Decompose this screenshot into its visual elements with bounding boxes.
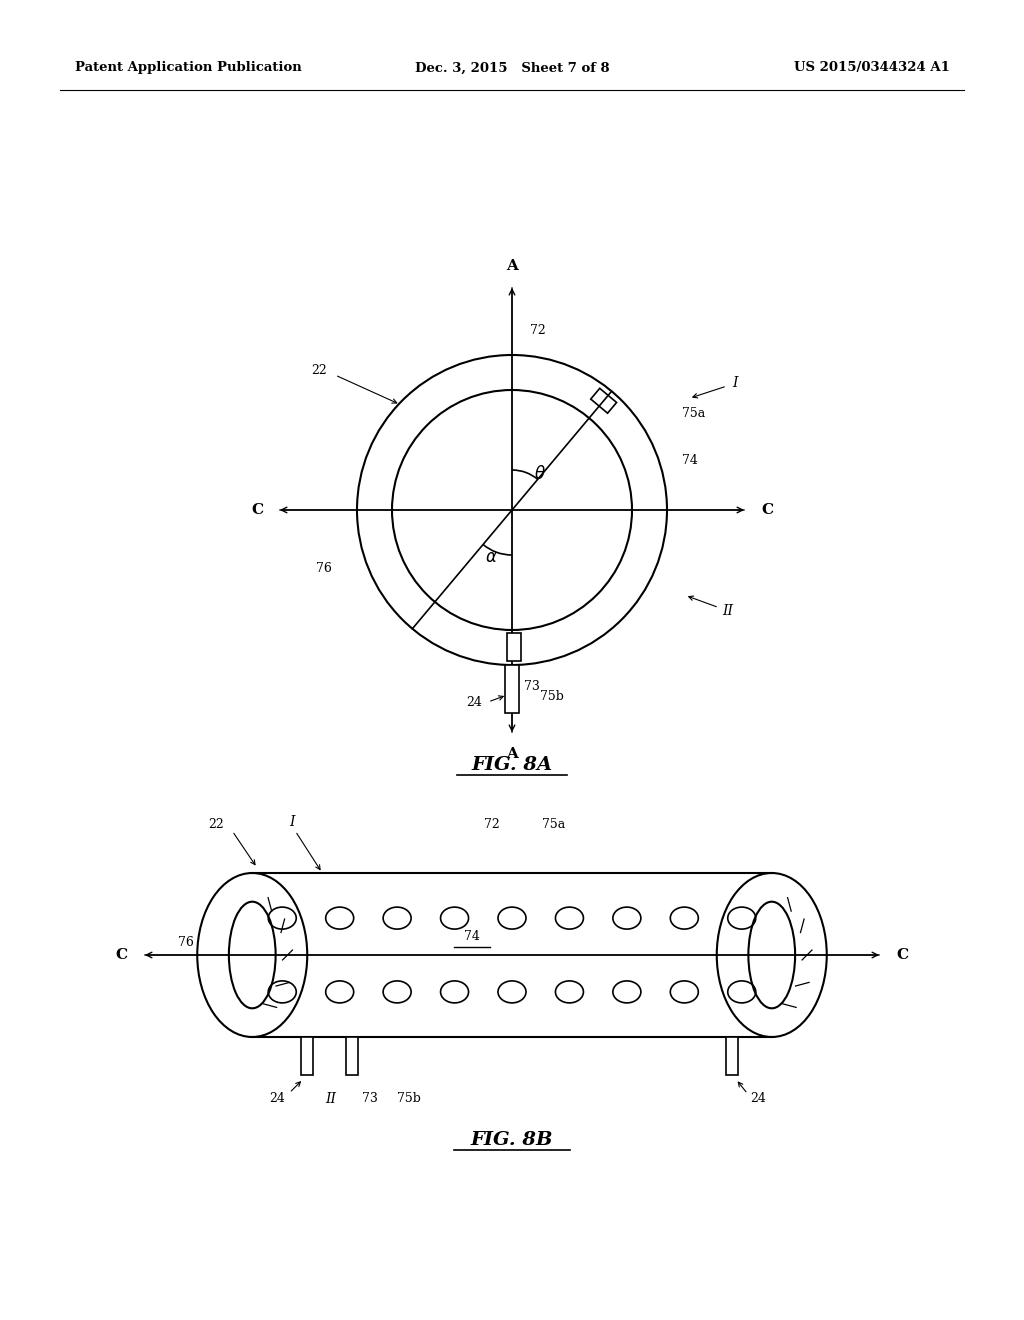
Text: 76: 76 — [178, 936, 194, 949]
Text: 24: 24 — [750, 1092, 766, 1105]
Bar — [505, 665, 519, 713]
Text: 73: 73 — [524, 681, 540, 693]
Text: Patent Application Publication: Patent Application Publication — [75, 62, 302, 74]
Text: 75b: 75b — [540, 690, 564, 704]
Text: 72: 72 — [530, 323, 546, 337]
Text: 75a: 75a — [682, 408, 706, 420]
Text: US 2015/0344324 A1: US 2015/0344324 A1 — [795, 62, 950, 74]
Bar — [591, 388, 616, 413]
Bar — [346, 1038, 358, 1074]
Text: 76: 76 — [316, 562, 332, 576]
Text: C: C — [251, 503, 263, 517]
Text: 22: 22 — [311, 363, 327, 376]
Text: 75a: 75a — [542, 818, 565, 832]
Text: 74: 74 — [682, 454, 698, 467]
Text: Dec. 3, 2015   Sheet 7 of 8: Dec. 3, 2015 Sheet 7 of 8 — [415, 62, 609, 74]
Text: 24: 24 — [269, 1092, 286, 1105]
Text: I: I — [732, 376, 737, 389]
Text: C: C — [761, 503, 773, 517]
Text: I: I — [290, 814, 295, 829]
Bar — [507, 634, 521, 661]
Bar — [301, 1038, 313, 1074]
Text: $\theta$: $\theta$ — [534, 465, 546, 483]
Text: 73: 73 — [362, 1092, 378, 1105]
Bar — [726, 1038, 737, 1074]
Text: A: A — [506, 747, 518, 762]
Text: C: C — [896, 948, 908, 962]
Text: $\alpha$: $\alpha$ — [485, 549, 498, 566]
Text: C: C — [116, 948, 128, 962]
Text: II: II — [326, 1092, 336, 1106]
Text: FIG. 8B: FIG. 8B — [471, 1131, 553, 1148]
Text: 22: 22 — [209, 818, 224, 832]
Text: FIG. 8A: FIG. 8A — [471, 756, 553, 774]
Text: 75b: 75b — [397, 1092, 421, 1105]
Text: 74: 74 — [464, 931, 480, 944]
Text: II: II — [722, 603, 733, 618]
Text: A: A — [506, 259, 518, 273]
Text: 24: 24 — [466, 697, 482, 710]
Text: 72: 72 — [484, 818, 500, 832]
